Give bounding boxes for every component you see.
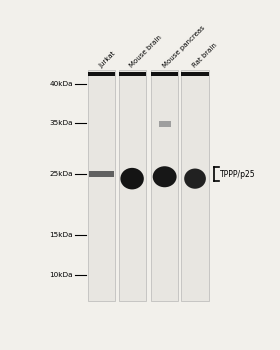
Text: 25kDa: 25kDa [50,171,73,177]
Text: TPPP/p25: TPPP/p25 [220,169,256,178]
Text: Rat brain: Rat brain [192,42,219,69]
Bar [159,121,171,127]
Bar [88,70,115,301]
Bar [88,72,115,76]
Bar [89,171,114,177]
Bar [118,70,146,301]
Bar [181,72,209,76]
Ellipse shape [120,168,144,189]
Text: Jurkat: Jurkat [99,50,117,69]
Text: 40kDa: 40kDa [50,81,73,87]
Bar [151,70,178,301]
Bar [181,70,209,301]
Text: 10kDa: 10kDa [50,272,73,278]
Text: Mouse pancreas: Mouse pancreas [162,25,206,69]
Ellipse shape [153,166,177,187]
Ellipse shape [184,169,206,189]
Text: 15kDa: 15kDa [50,232,73,238]
Bar [151,72,178,76]
Text: Mouse brain: Mouse brain [129,34,164,69]
Bar [118,72,146,76]
Text: 35kDa: 35kDa [50,120,73,126]
